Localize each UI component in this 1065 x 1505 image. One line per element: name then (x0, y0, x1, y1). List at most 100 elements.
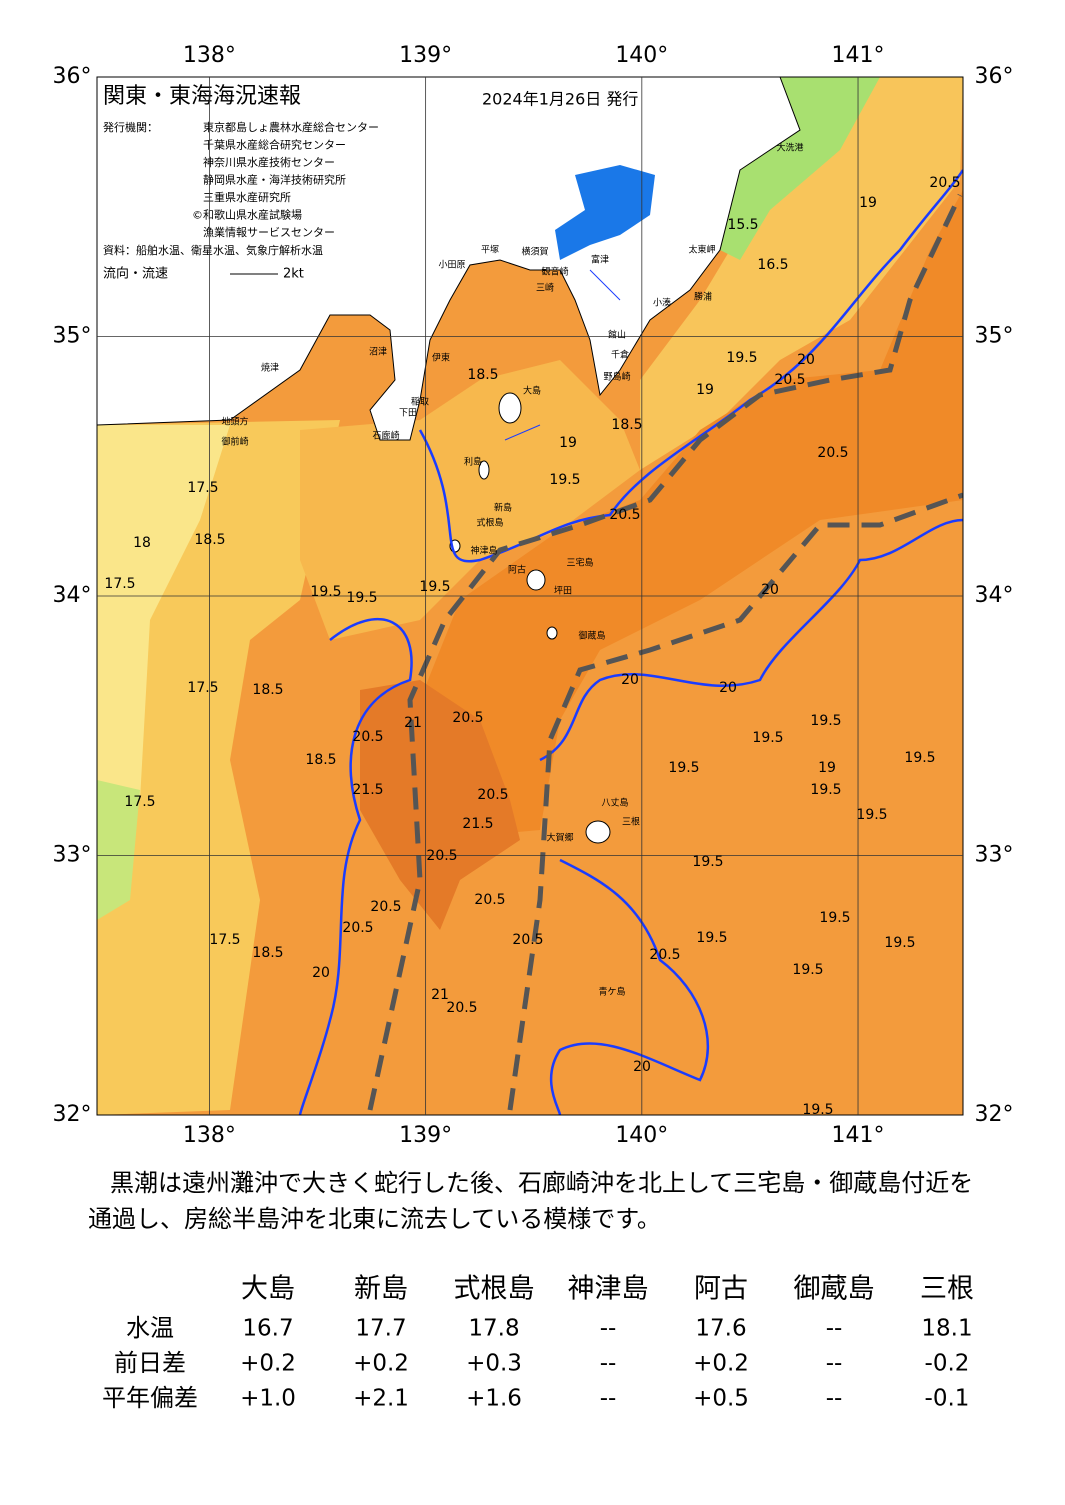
contour-label: 17.5 (104, 576, 135, 592)
lon-label: 138° (183, 1123, 236, 1148)
place-name: 太東岬 (688, 244, 715, 256)
place-name: 観音崎 (541, 266, 568, 278)
contour-label: 20 (312, 965, 330, 981)
island (526, 569, 546, 591)
isotherm (418, 169, 963, 563)
place-name: 大賀郷 (546, 832, 573, 844)
isotherm (539, 518, 963, 1115)
cell: +0.5 (693, 1386, 749, 1412)
lat-label: 33° (975, 843, 1014, 868)
cell: 17.7 (355, 1316, 406, 1342)
place-name: 三根 (622, 816, 640, 828)
place-name: 大島 (523, 385, 541, 397)
contour-label: 19.5 (856, 807, 887, 823)
contour-label: 19 (559, 435, 577, 451)
contour-label: 21 (431, 987, 449, 1003)
cell: -- (826, 1351, 843, 1377)
cell: -- (600, 1351, 617, 1377)
contour-label: 20.5 (512, 932, 543, 948)
cell: -- (600, 1386, 617, 1412)
lon-label: 138° (183, 43, 236, 68)
cell: -0.1 (925, 1386, 970, 1412)
issuers-label: 発行機関： (103, 120, 158, 134)
column-header: 御蔵島 (794, 1274, 875, 1305)
column-header: 大島 (241, 1274, 295, 1305)
place-name: 八丈島 (601, 797, 628, 809)
row-label: 平年偏差 (102, 1384, 198, 1412)
warm-core (360, 680, 520, 930)
cool-water (97, 425, 230, 820)
island (498, 392, 522, 424)
lat-label: 33° (53, 843, 92, 868)
contour-label: 20 (797, 352, 815, 368)
contour-label: 20.5 (649, 947, 680, 963)
issuer: 漁業情報サービスセンター (203, 225, 335, 239)
lon-label: 140° (615, 1123, 668, 1148)
contour-label: 17.5 (124, 794, 155, 810)
cell: +2.1 (353, 1386, 409, 1412)
map-body (97, 77, 963, 1115)
contour-label: 16.5 (757, 257, 788, 273)
lat-label: 36° (975, 64, 1014, 89)
place-name: 三崎 (536, 282, 554, 294)
isotherm (298, 617, 413, 1115)
place-name: 勝浦 (694, 291, 712, 303)
issuer: 静岡県水産・海洋技術研究所 (203, 173, 346, 187)
contour-label: 20.5 (929, 175, 960, 191)
flow-vector (504, 424, 541, 441)
contour-label: 19.5 (346, 590, 377, 606)
contour-label: 19.5 (692, 854, 723, 870)
contour-label: 19 (859, 195, 877, 211)
cool-water (640, 77, 963, 470)
flow-vector (589, 269, 621, 301)
contour-label: 20.5 (426, 848, 457, 864)
cold-water (720, 77, 880, 260)
place-name: 館山 (608, 329, 626, 341)
cell: 18.1 (921, 1316, 972, 1342)
lon-label: 139° (399, 1123, 452, 1148)
lat-label: 36° (53, 64, 92, 89)
contour-label: 20.5 (370, 899, 401, 915)
flow-label: 流向・流速 (103, 266, 168, 282)
contour-label: 18.5 (611, 417, 642, 433)
contour-label: 20 (761, 582, 779, 598)
contour-label: 18 (133, 535, 151, 551)
place-name: 富津 (591, 254, 609, 266)
contour-label: 19.5 (310, 584, 341, 600)
lat-label: 32° (975, 1102, 1014, 1127)
cell: 17.8 (468, 1316, 519, 1342)
cell: +1.6 (466, 1386, 522, 1412)
contour-label: 20.5 (817, 445, 848, 461)
contour-label: 19.5 (549, 472, 580, 488)
place-name: 下田 (399, 408, 417, 419)
contour-label: 18.5 (467, 367, 498, 383)
lat-label: 32° (53, 1102, 92, 1127)
contour-label: 20.5 (452, 710, 483, 726)
issuer: ©和歌山県水産試験場 (192, 208, 302, 222)
cell: -- (826, 1316, 843, 1342)
map-title: 関東・東海海況速報 (103, 84, 301, 109)
column-header: 神津島 (568, 1274, 649, 1305)
cell: +1.0 (240, 1386, 296, 1412)
lon-label: 139° (399, 43, 452, 68)
issuer: 千葉県水産総合研究センター (203, 138, 346, 152)
place-name: 野島崎 (603, 371, 630, 383)
contour-label: 19.5 (884, 935, 915, 951)
place-name: 神津島 (470, 545, 497, 557)
contour-label: 17.5 (187, 680, 218, 696)
contour-label: 18.5 (252, 682, 283, 698)
contour-label: 19.5 (668, 760, 699, 776)
contour-label: 21.5 (462, 816, 493, 832)
place-name: 千倉 (611, 349, 629, 361)
contour-label: 20 (719, 680, 737, 696)
lake (555, 165, 655, 260)
place-name: 稲取 (411, 396, 429, 408)
place-name: 御蔵島 (578, 630, 605, 642)
lon-label: 140° (615, 43, 668, 68)
cell: -0.2 (925, 1351, 970, 1377)
lat-label: 35° (53, 324, 92, 349)
place-name: 大洗港 (776, 142, 803, 154)
cold-water (97, 780, 140, 920)
contour-label: 19.5 (810, 713, 841, 729)
lat-label: 35° (975, 324, 1014, 349)
